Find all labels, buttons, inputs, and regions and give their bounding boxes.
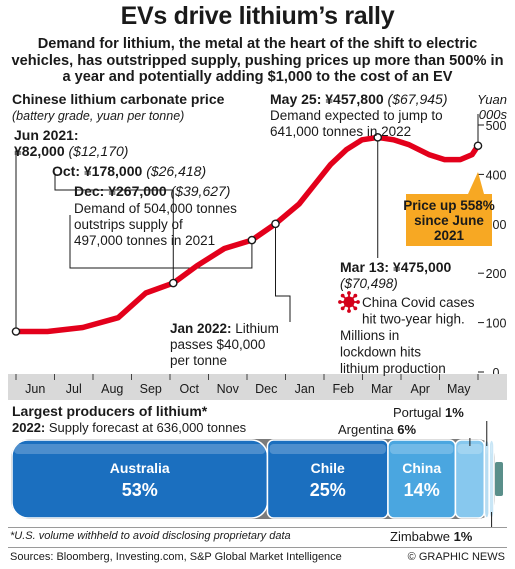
data-point-marker [271,219,280,229]
price-chart-subtitle: (battery grade, yuan per tonne) [12,109,184,123]
annotation-mar-note: hit two-year high. [362,312,465,327]
data-point-marker [11,327,21,336]
bar-category-label: Chile [311,460,345,476]
annotation-may-note: 641,000 tonnes in 2022 [270,124,411,139]
annotation-mar-note: Millions in [340,328,399,343]
bar-category-label: China [402,460,441,476]
bar-segment-shine [486,444,488,454]
virus-icon [353,306,358,311]
sources: Sources: Bloomberg, Investing.com, S&P G… [10,551,342,563]
producers-title: Largest producers of lithium* [12,403,208,419]
annotation-mar-note: lithium production [340,361,446,376]
month-tick-label: Jun [25,382,45,396]
data-point-marker [373,133,383,142]
highlight-text: since June [414,213,484,228]
annotation-may: May 25: ¥457,800 ($67,945) [270,91,447,107]
leader-line [54,175,174,284]
annotation-mar: Mar 13: ¥475,000 [340,259,452,275]
virus-icon [340,306,345,311]
month-tick-label: Mar [371,382,393,396]
y-tick-label: 0 [493,366,500,380]
virus-icon [353,293,358,298]
highlight-text: Price up 558% [403,198,495,213]
footer-divider [8,527,507,528]
annotation-dec-note: outstrips supply of [74,217,183,232]
annotation-jun-date: Jun 2021: [14,127,79,143]
month-tick-label: Apr [411,382,430,396]
data-point-marker [168,278,178,288]
credit: © GRAPHIC NEWS [407,551,505,563]
annotation-jun-value: ¥82,000 ($12,170) [14,143,128,159]
bar-segment-shine [491,444,493,454]
bar-segment-shine [14,444,266,454]
month-tick-label: Feb [332,382,354,396]
annotation-mar-usd: ($70,498) [340,276,398,291]
leader-line [69,215,253,269]
y-tick-label: 400 [486,168,507,182]
leader-line [275,223,291,322]
month-tick-label: Sep [140,382,162,396]
annotation-may-note: Demand expected to jump to [270,108,443,123]
annotation-dec: Dec: ¥267,000 ($39,627) [74,183,230,199]
bar-value-label: 53% [122,480,158,500]
bar-segment-shine [457,444,483,454]
virus-icon [347,309,351,313]
highlight-box [406,194,492,246]
annotation-mar-note: China Covid cases [362,295,475,310]
annotation-dec-note: 497,000 tonnes in 2021 [74,233,215,248]
bar-label-argentina: Argentina 6% [338,422,416,437]
month-tick-label: May [447,382,471,396]
data-point-marker [247,235,257,245]
month-tick-label: Aug [101,382,123,396]
month-tick-label: Oct [180,382,200,396]
price-chart-title: Chinese lithium carbonate price [12,91,225,107]
annotation-jan-note: per tonne [170,353,227,368]
bar-segment-shine [269,444,386,454]
footnote: *U.S. volume withheld to avoid disclosin… [10,530,291,542]
battery-cap [495,462,503,496]
price-series-line [13,134,481,335]
month-axis-band [8,374,507,400]
y-tick-label: 100 [486,317,507,331]
month-tick-label: Dec [255,382,277,396]
bar-label-portugal: Portugal 1% [393,405,464,420]
page-title: EVs drive lithium’s rally [120,2,395,30]
annotation-oct: Oct: ¥178,000 ($26,418) [52,163,206,179]
month-tick-label: Jul [66,382,82,396]
bar-segment-shine [389,444,454,454]
y-unit-label: 000s [479,107,508,122]
annotation-dec-note: Demand of 504,000 tonnes [74,201,237,216]
source-divider [8,547,507,548]
highlight-box-pointer [468,172,484,194]
bar-label-zimbabwe: Zimbabwe 1% [390,529,473,544]
virus-icon [338,300,342,304]
y-tick-label: 500 [486,119,507,133]
month-tick-label: Jan [295,382,315,396]
producers-subtitle: 2022: Supply forecast at 636,000 tonnes [12,420,247,435]
bar-category-label: Australia [110,460,170,476]
virus-icon [347,291,351,295]
annotation-jan-note: passes $40,000 [170,337,265,352]
annotation-mar-note: lockdown hits [340,345,421,360]
data-point-marker [473,141,483,151]
annotation-jan: Jan 2022: Lithium [170,321,279,336]
bar-value-label: 14% [404,480,440,500]
y-unit-label: Yuan [477,92,507,107]
virus-icon [356,300,360,304]
month-tick-label: Nov [217,382,240,396]
y-tick-label: 200 [486,267,507,281]
bar-value-label: 25% [310,480,346,500]
page-subtitle: Demand for lithium, the metal at the hea… [11,36,504,85]
highlight-text: 2021 [434,228,465,243]
virus-icon [340,293,345,298]
virus-icon [343,296,355,308]
